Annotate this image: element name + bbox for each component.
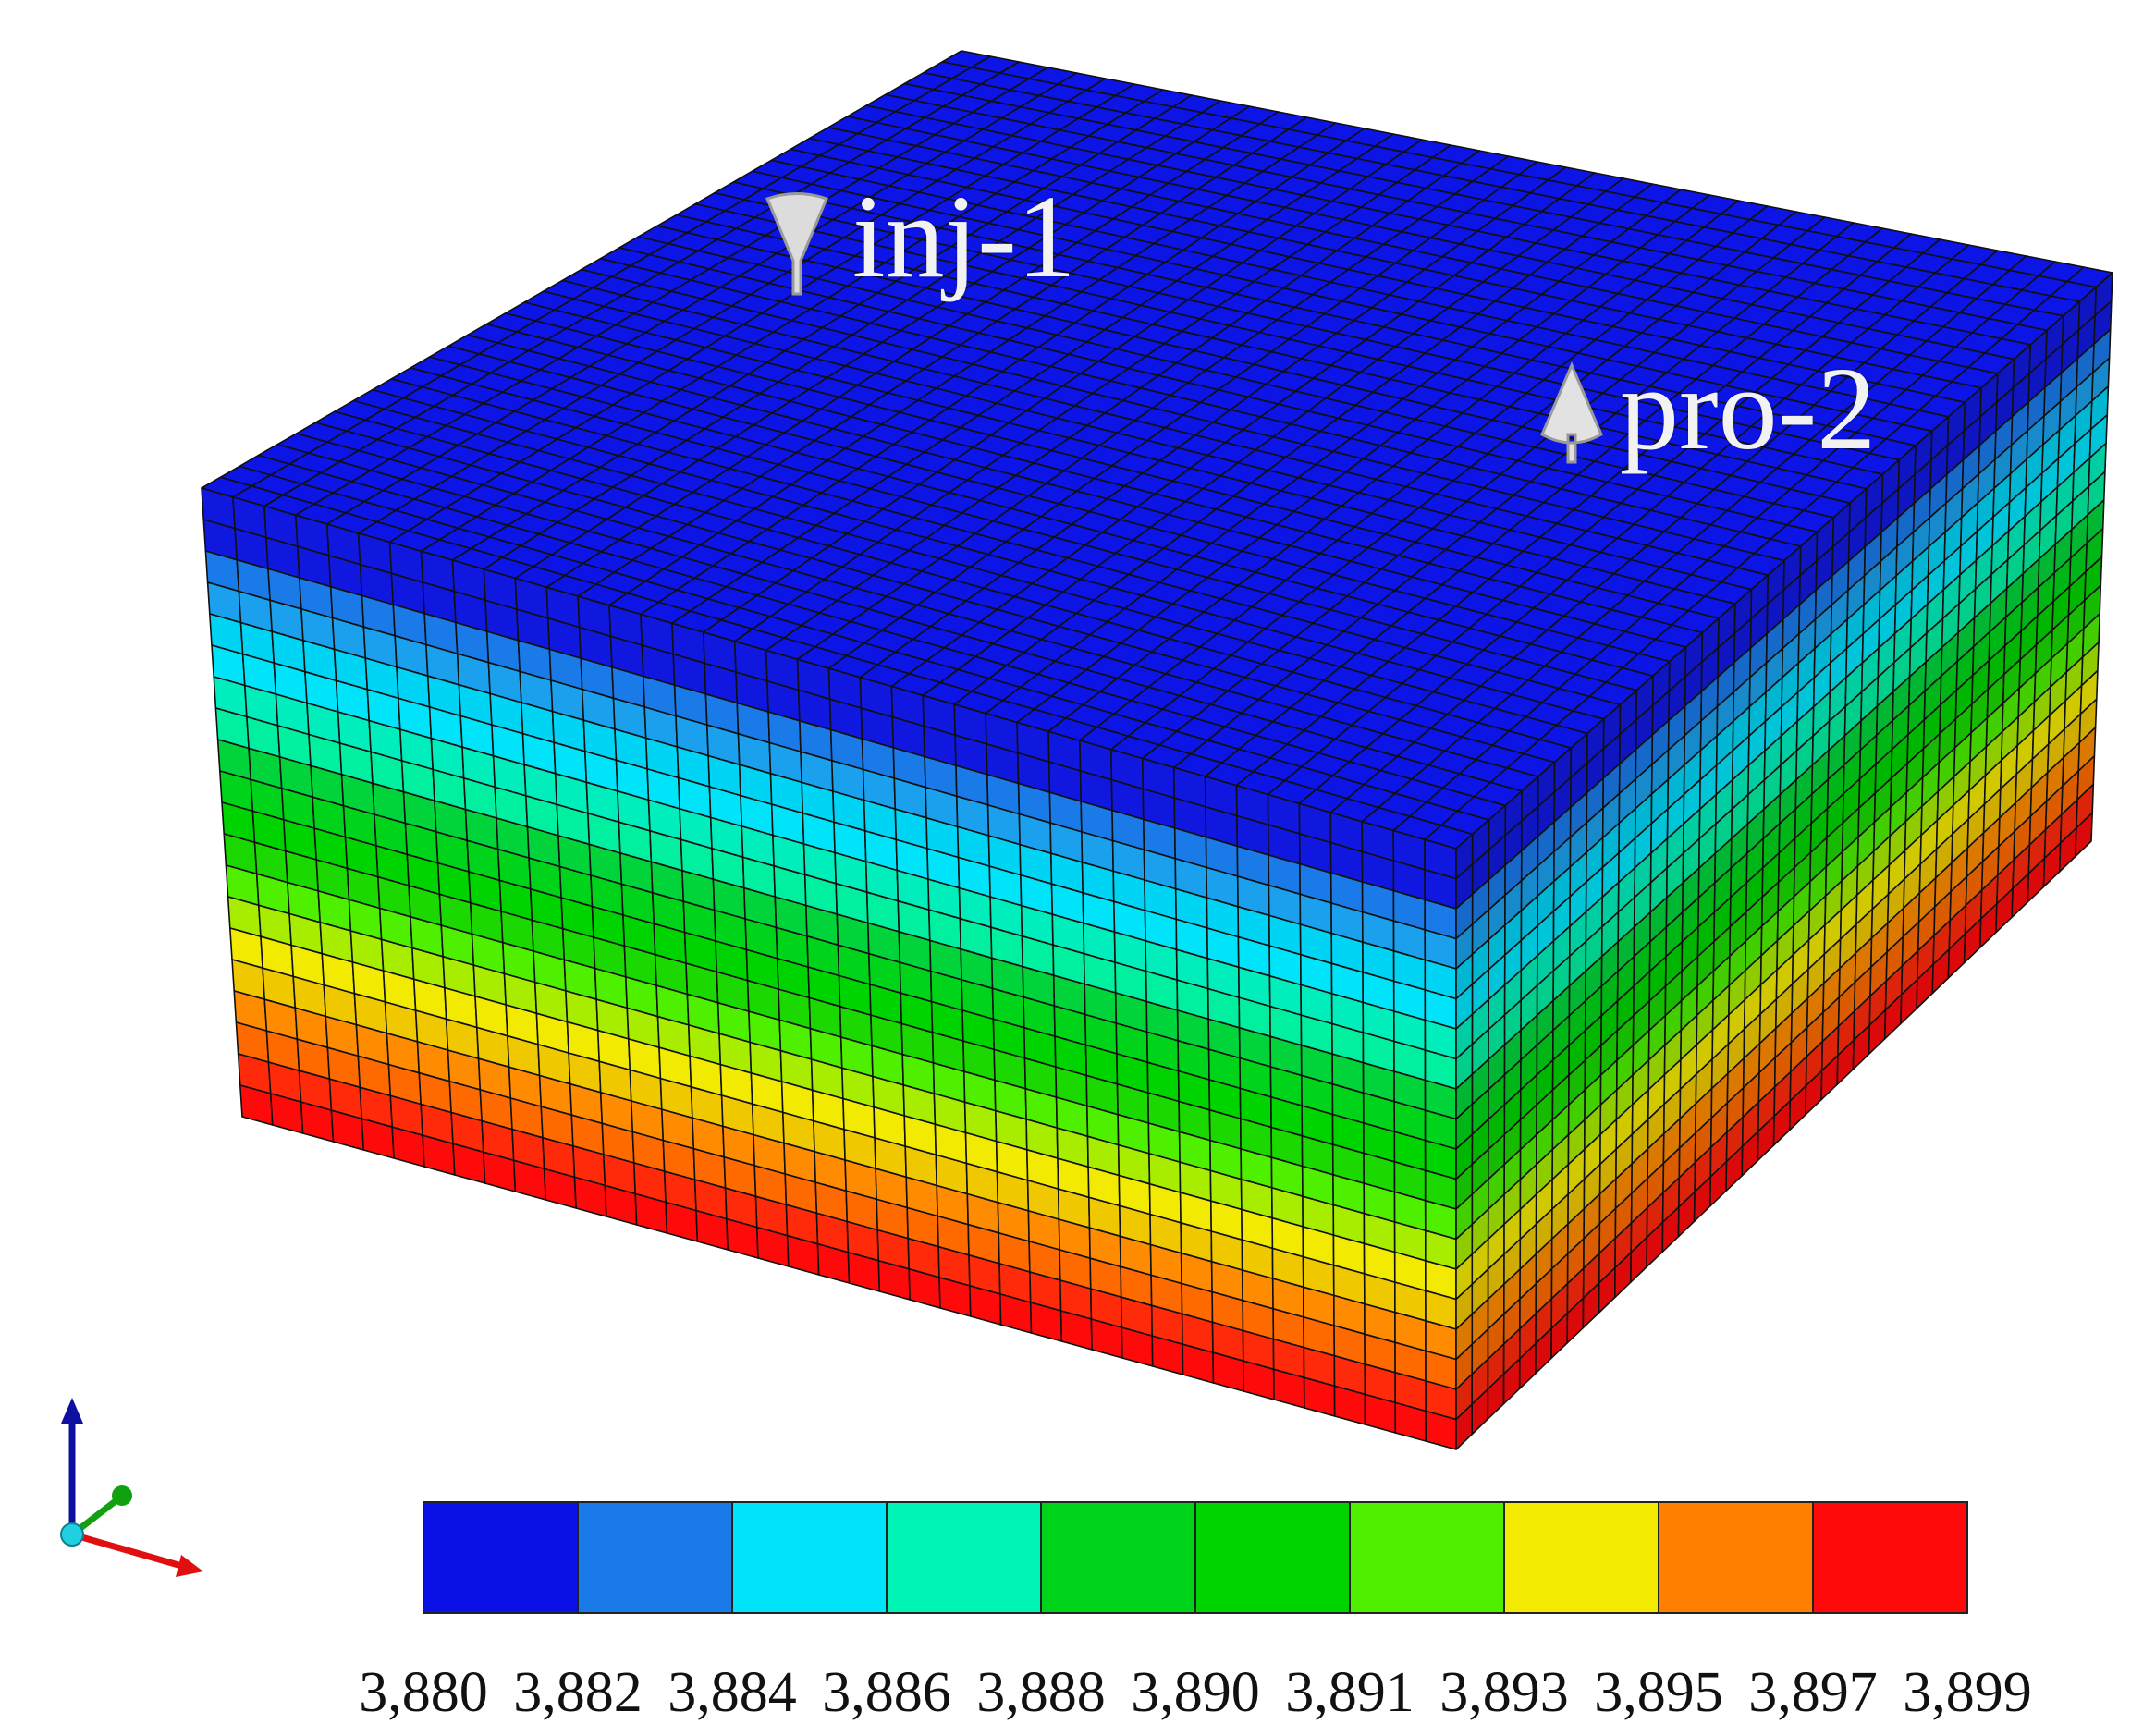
side-cell xyxy=(2075,812,2093,858)
axis-vertical-arrow xyxy=(61,1398,83,1424)
producer-well-label: pro-2 xyxy=(1620,343,1877,474)
legend-swatch xyxy=(1812,1501,1968,1614)
axis-origin xyxy=(60,1522,84,1547)
cone-up-icon xyxy=(1540,361,1603,464)
legend-swatch xyxy=(423,1501,579,1614)
legend-swatch xyxy=(886,1501,1042,1614)
axis-horizontal xyxy=(71,1531,186,1571)
grid-top-face xyxy=(201,50,2113,850)
grid-right-face xyxy=(1455,272,2113,1450)
legend-swatch xyxy=(1503,1501,1659,1614)
legend-swatch xyxy=(1040,1501,1196,1614)
axis-depth-end xyxy=(112,1485,132,1506)
legend-swatch xyxy=(577,1501,733,1614)
color-legend-bar xyxy=(423,1501,1968,1614)
funnel-down-icon xyxy=(765,192,829,296)
axis-horizontal-arrow xyxy=(176,1555,203,1577)
injector-well-marker xyxy=(765,192,829,296)
axis-triad xyxy=(60,1398,203,1577)
legend-swatch xyxy=(1194,1501,1351,1614)
legend-swatch xyxy=(1658,1501,1814,1614)
injector-well-label: inj-1 xyxy=(852,171,1076,302)
grid-front-face xyxy=(201,487,1457,1450)
producer-well-marker xyxy=(1540,361,1603,464)
legend-swatch xyxy=(1349,1501,1505,1614)
legend-swatch xyxy=(731,1501,888,1614)
